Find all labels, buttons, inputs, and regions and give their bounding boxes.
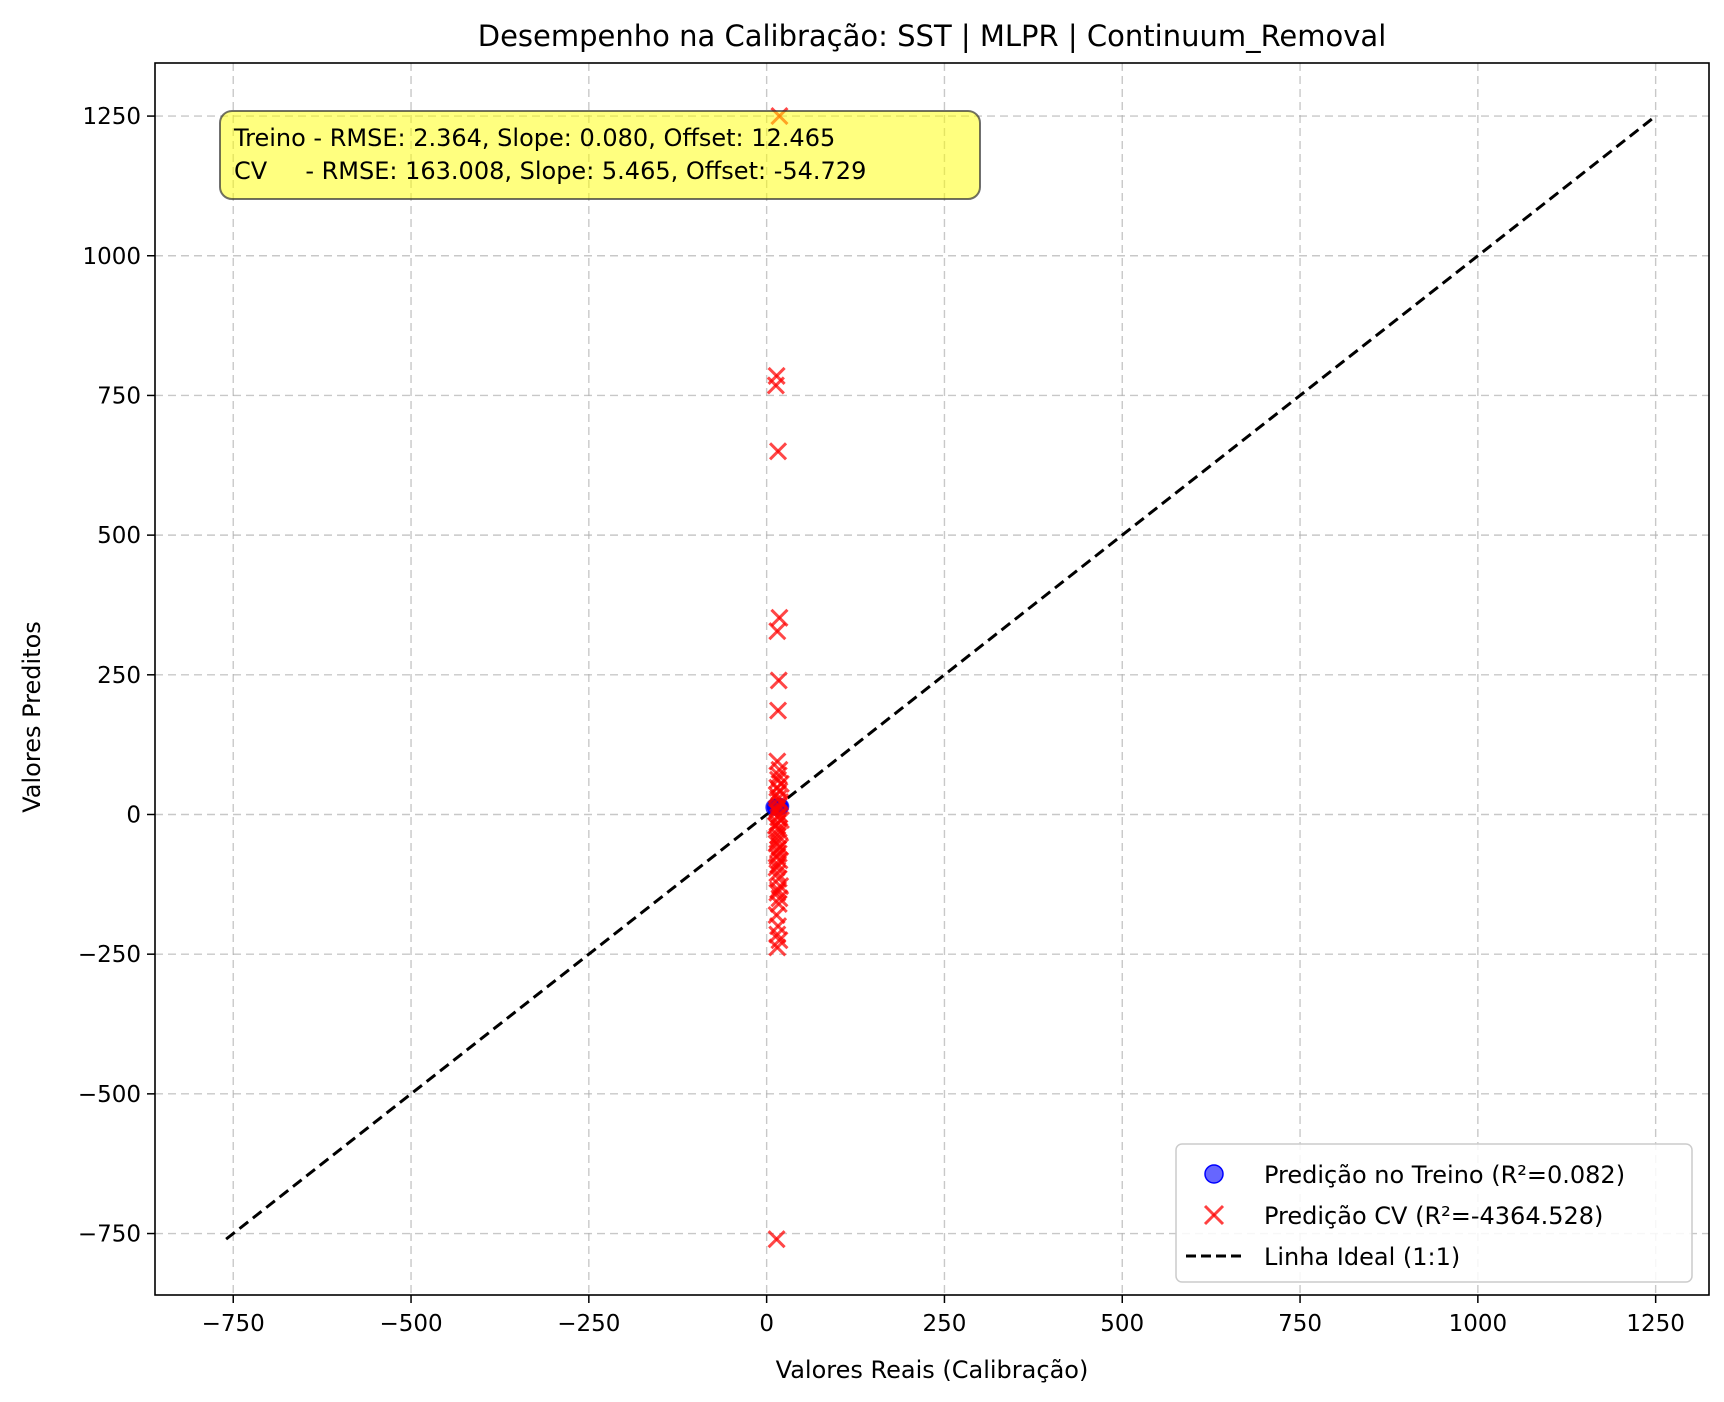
y-tick-label: 500 <box>97 523 141 549</box>
y-tick-label: 1000 <box>82 244 141 270</box>
x-tick-label: −250 <box>557 1311 620 1337</box>
x-tick-label: 0 <box>759 1311 774 1337</box>
legend-marker-cv <box>1203 1204 1225 1226</box>
annotation-background <box>219 110 981 200</box>
annotation-line-cv: CV - RMSE: 163.008, Slope: 5.465, Offset… <box>234 157 866 185</box>
legend-label-train: Predição no Treino (R²=0.082) <box>1264 1161 1625 1189</box>
y-tick-label: −250 <box>78 942 141 968</box>
ideal-line <box>225 117 1654 1241</box>
x-tick-label: 750 <box>1278 1311 1322 1337</box>
cv-point <box>768 622 787 641</box>
legend-frame <box>1175 1143 1693 1283</box>
x-tick-label: 500 <box>1100 1311 1144 1337</box>
cv-points <box>766 107 790 1249</box>
legend-label-cv: Predição CV (R²=-4364.528) <box>1264 1202 1603 1230</box>
cv-point <box>768 442 788 461</box>
cv-point <box>766 376 785 395</box>
chart-title: Desempenho na Calibração: SST | MLPR | C… <box>478 19 1387 53</box>
cv-point <box>770 889 789 908</box>
y-tick-label: 250 <box>97 663 141 689</box>
x-tick-label: −750 <box>202 1311 265 1337</box>
cv-point <box>768 701 788 720</box>
cv-point <box>768 925 787 944</box>
y-tick-label: −750 <box>78 1222 141 1248</box>
ideal-line-layer <box>225 117 1654 1241</box>
y-tick-label: 750 <box>97 383 141 409</box>
x-tick-label: −500 <box>379 1311 442 1337</box>
x-axis-title: Valores Reais (Calibração) <box>776 1356 1089 1384</box>
x-tick-label: 250 <box>922 1311 966 1337</box>
cv-point <box>768 938 787 957</box>
cv-point <box>769 671 788 690</box>
x-tick-label: 1250 <box>1626 1311 1685 1337</box>
annotation-line-train: Treino - RMSE: 2.364, Slope: 0.080, Offs… <box>233 124 835 152</box>
legend-marker-train <box>1204 1164 1224 1184</box>
legend: Predição no Treino (R²=0.082) Predição C… <box>1175 1143 1693 1283</box>
cv-point <box>767 1230 786 1249</box>
plot-frame <box>154 62 1710 1296</box>
y-tick-label: 0 <box>126 802 141 828</box>
x-tick-label: 1000 <box>1449 1311 1508 1337</box>
y-tick-label: 1250 <box>82 104 141 130</box>
annotation-box: Treino - RMSE: 2.364, Slope: 0.080, Offs… <box>219 110 981 200</box>
y-tick-label: −500 <box>78 1082 141 1108</box>
y-axis-title: Valores Preditos <box>18 621 46 813</box>
y-ticks: −750 −500 −250 0 250 500 750 1000 1250 <box>78 104 155 1248</box>
legend-label-ideal: Linha Ideal (1:1) <box>1264 1243 1460 1271</box>
x-ticks: −750 −500 −250 0 250 500 750 1000 1250 <box>202 1295 1685 1337</box>
